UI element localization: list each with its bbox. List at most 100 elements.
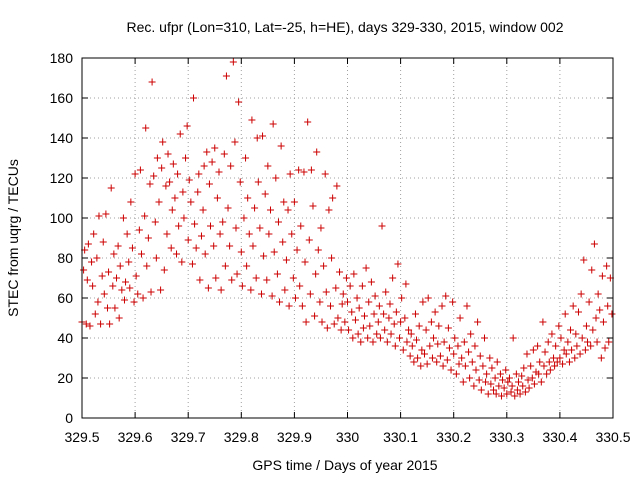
data-point — [336, 268, 344, 276]
data-point — [226, 242, 234, 250]
data-point — [348, 308, 356, 316]
data-point — [180, 214, 188, 222]
data-point — [546, 366, 554, 374]
data-point — [355, 304, 363, 312]
data-point — [244, 194, 252, 202]
data-point — [313, 148, 321, 156]
data-point — [360, 312, 368, 320]
data-point — [545, 358, 553, 366]
data-point — [458, 354, 466, 362]
data-point — [422, 326, 430, 334]
data-point — [210, 242, 218, 250]
data-point — [196, 276, 204, 284]
data-point — [601, 344, 609, 352]
data-point — [341, 318, 349, 326]
data-point — [459, 378, 467, 386]
data-point — [550, 354, 558, 362]
data-point — [153, 154, 161, 162]
data-point — [551, 362, 559, 370]
data-point — [455, 360, 463, 368]
data-point — [346, 282, 354, 290]
data-point — [374, 318, 382, 326]
data-point — [338, 300, 346, 308]
data-point — [562, 350, 570, 358]
data-point — [466, 374, 474, 382]
data-point — [260, 252, 268, 260]
data-point — [410, 358, 418, 366]
x-tick-label: 330.3 — [489, 429, 524, 445]
data-point — [398, 294, 406, 302]
data-point — [574, 308, 582, 316]
data-point — [438, 302, 446, 310]
data-point — [217, 286, 225, 294]
data-point — [381, 326, 389, 334]
data-point — [452, 370, 460, 378]
data-point — [523, 350, 531, 358]
data-point — [325, 206, 333, 214]
data-point — [557, 334, 565, 342]
data-point — [543, 370, 551, 378]
data-point — [295, 166, 303, 174]
data-point — [436, 352, 444, 360]
data-point — [378, 222, 386, 230]
data-point — [449, 298, 457, 306]
data-point — [581, 346, 589, 354]
data-point — [201, 250, 209, 258]
data-point — [413, 336, 421, 344]
data-point — [476, 352, 484, 360]
data-point — [103, 304, 111, 312]
x-tick-label: 329.9 — [277, 429, 312, 445]
data-point — [213, 194, 221, 202]
data-point — [134, 290, 142, 298]
data-point — [263, 276, 271, 284]
data-point — [577, 290, 585, 298]
data-point — [402, 280, 410, 288]
data-point — [443, 356, 451, 364]
data-point — [599, 318, 607, 326]
x-tick-label: 329.6 — [118, 429, 153, 445]
data-point — [297, 222, 305, 230]
data-point — [274, 218, 282, 226]
data-point — [120, 296, 128, 304]
data-point — [426, 342, 434, 350]
data-point — [309, 202, 317, 210]
data-point — [265, 230, 273, 238]
data-point — [488, 364, 496, 372]
data-point — [497, 392, 505, 400]
data-point — [173, 250, 181, 258]
data-point — [386, 300, 394, 308]
x-tick-label: 329.5 — [64, 429, 99, 445]
data-point — [238, 282, 246, 290]
y-tick-labels: 0 20 40 60 80 100 120 140 160 180 — [50, 50, 74, 426]
data-point — [561, 310, 569, 318]
data-point — [327, 302, 335, 310]
data-point — [139, 294, 147, 302]
data-point — [318, 318, 326, 326]
data-point — [375, 302, 383, 310]
data-point — [111, 304, 119, 312]
data-point — [472, 366, 480, 374]
x-tick-label: 330.5 — [595, 429, 630, 445]
data-point — [385, 314, 393, 322]
data-point — [484, 390, 492, 398]
data-point — [82, 320, 90, 328]
data-point — [187, 198, 195, 206]
data-point — [232, 224, 240, 232]
data-point — [357, 338, 365, 346]
data-point — [529, 346, 537, 354]
data-point — [146, 180, 154, 188]
data-point — [89, 282, 97, 290]
data-point — [200, 162, 208, 170]
data-point — [314, 246, 322, 254]
data-point — [301, 258, 309, 266]
data-point — [483, 370, 491, 378]
data-point — [419, 298, 427, 306]
data-point — [204, 284, 212, 292]
data-point — [477, 386, 485, 394]
data-point — [147, 288, 155, 296]
data-point — [490, 386, 498, 394]
data-point — [508, 382, 516, 390]
data-point — [130, 298, 138, 306]
data-point — [235, 98, 243, 106]
data-point — [544, 338, 552, 346]
